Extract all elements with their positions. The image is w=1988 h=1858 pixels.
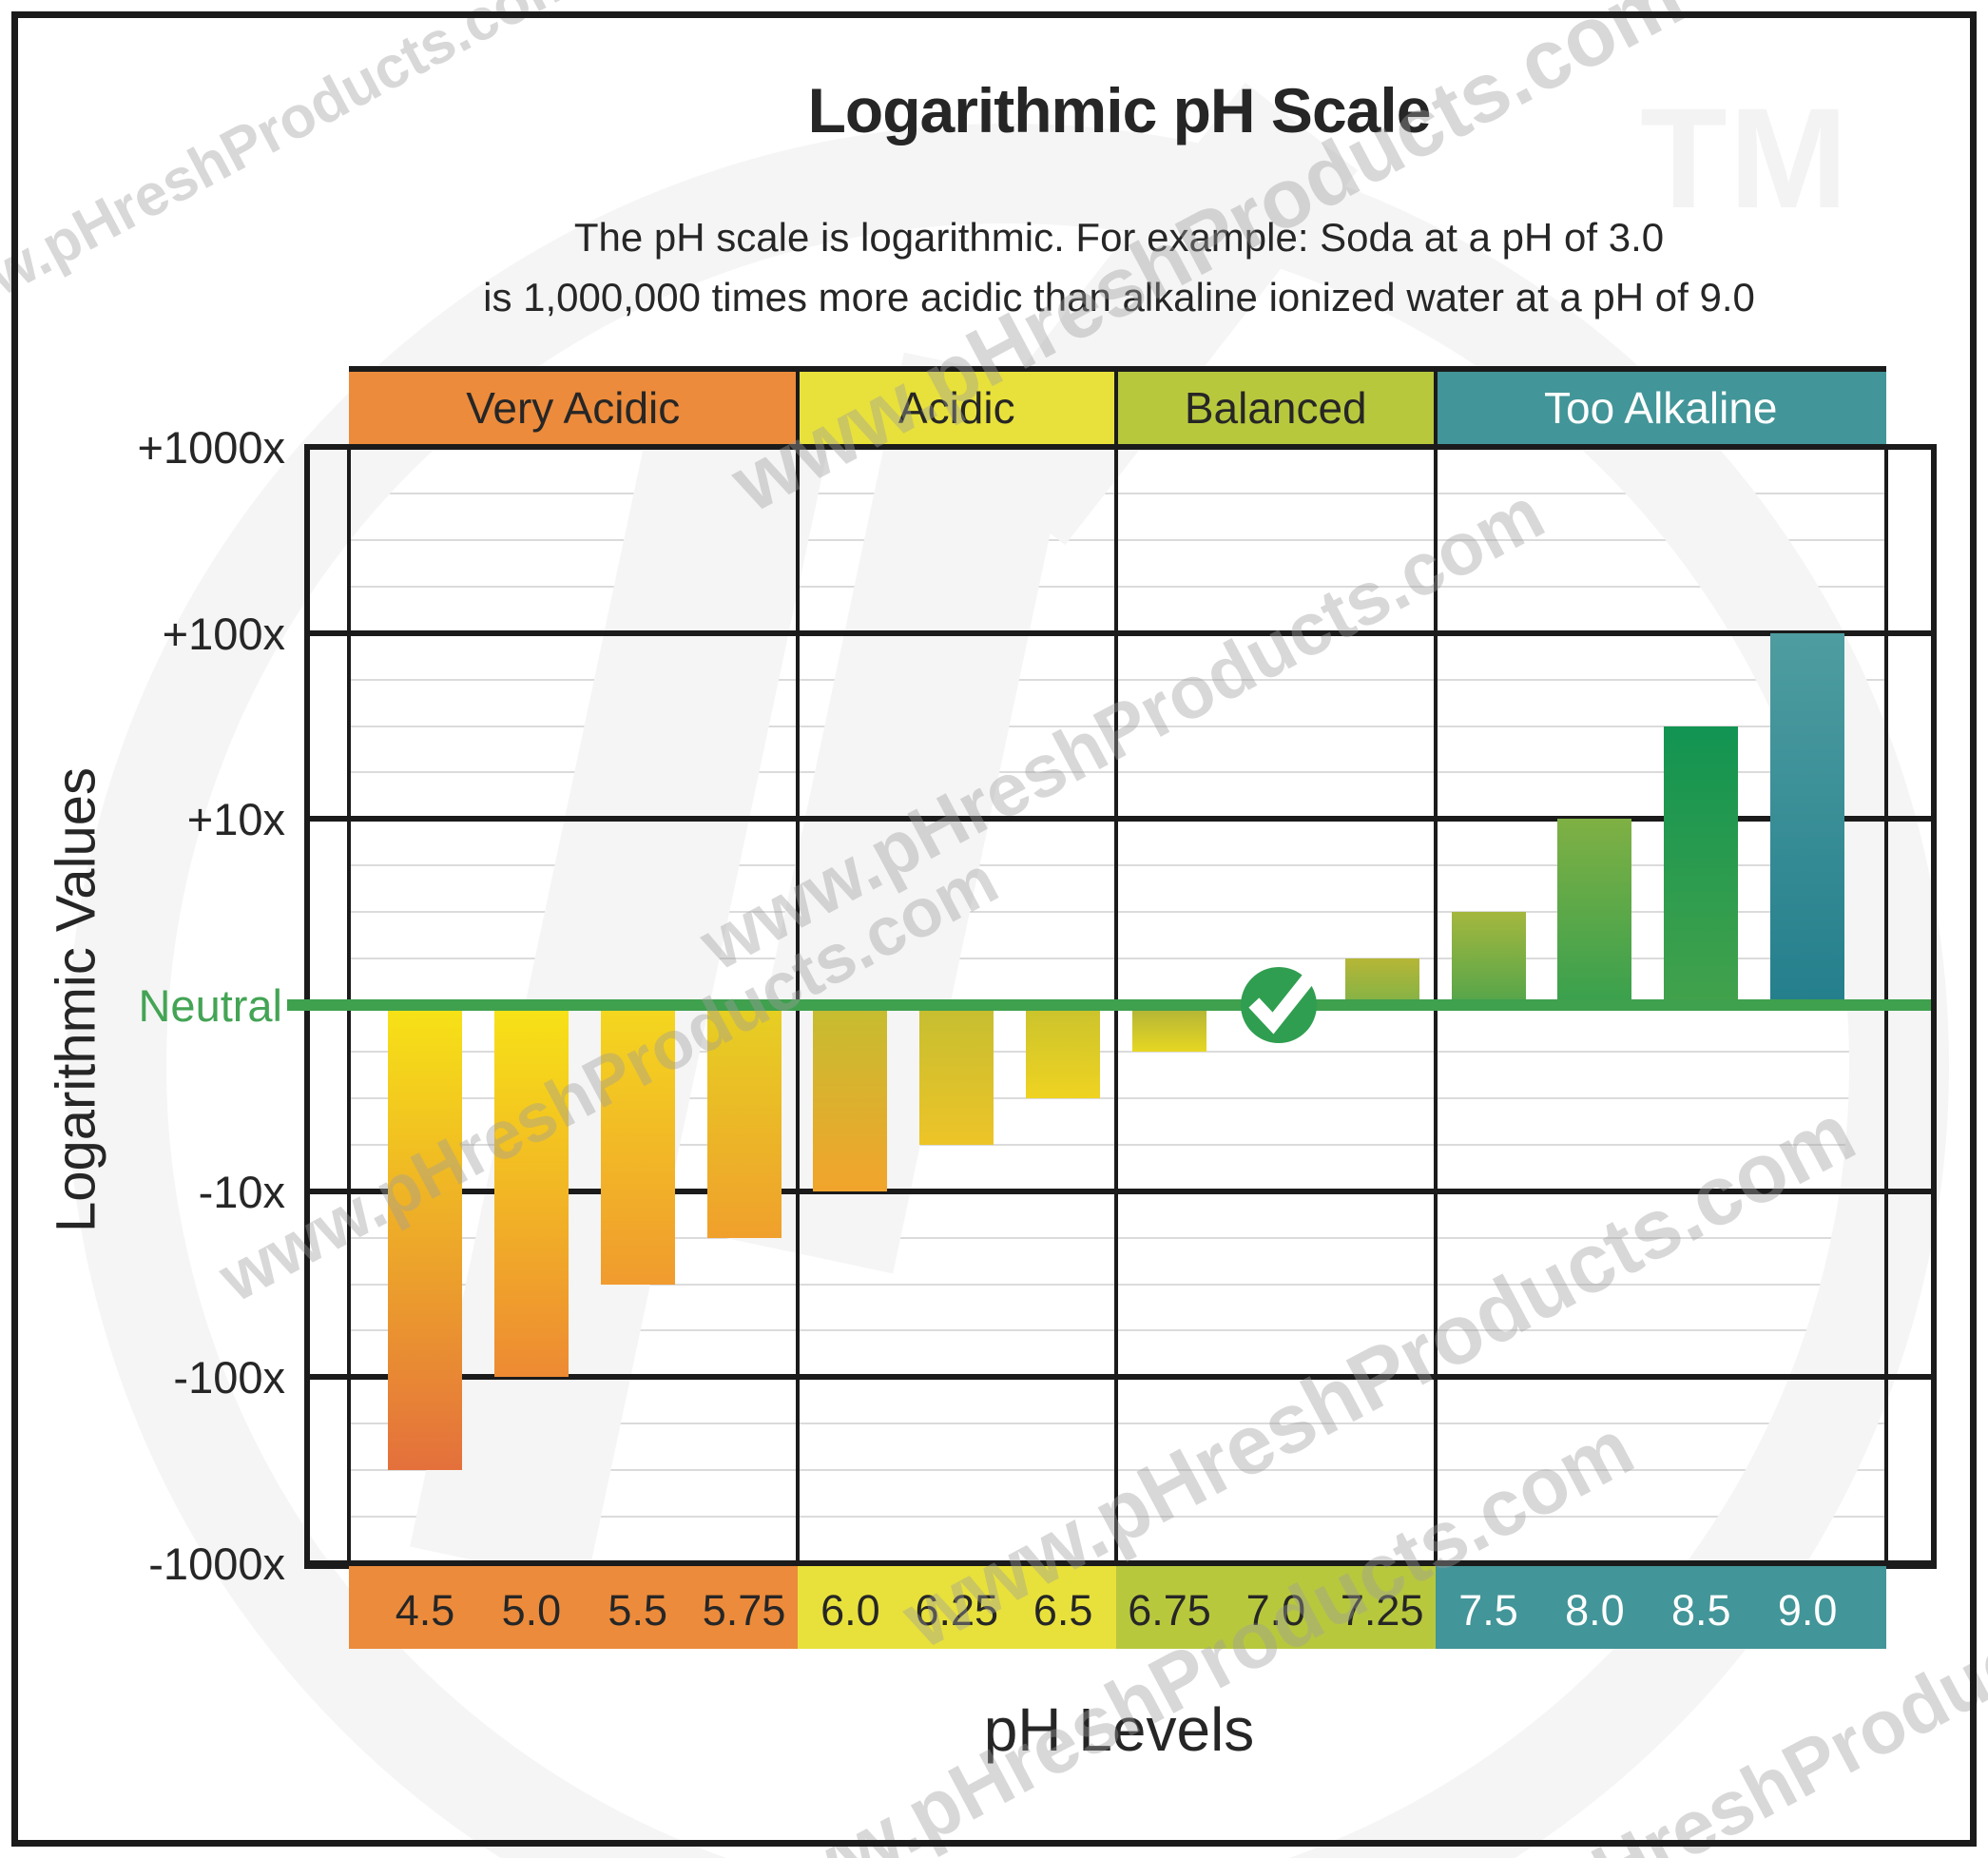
category-footer-band	[349, 1566, 798, 1649]
x-tick-label: 6.75	[1128, 1586, 1211, 1635]
bar-ph-5.5	[600, 1000, 675, 1285]
bar-ph-7.5	[1451, 912, 1526, 1010]
bar-ph-6.25	[919, 1000, 994, 1145]
category-header-balanced: Balanced	[1116, 366, 1436, 444]
check-circle-icon	[1238, 964, 1320, 1051]
subtitle-line-1: The pH scale is logarithmic. For example…	[573, 215, 1665, 260]
y-tick-label: +10x	[186, 794, 285, 845]
category-footer-band	[1435, 1566, 1886, 1649]
x-tick-label: 4.5	[395, 1586, 455, 1635]
bar-ph-5.0	[493, 1000, 569, 1378]
category-header-very-acidic: Very Acidic	[349, 366, 798, 444]
category-header-separator	[1114, 369, 1118, 444]
bar-ph-8.0	[1557, 819, 1632, 1010]
y-tick-label: +100x	[162, 608, 285, 659]
bar-ph-5.75	[706, 1000, 782, 1238]
x-tick-label: 9.0	[1777, 1586, 1838, 1635]
x-tick-label: 6.5	[1033, 1586, 1093, 1635]
x-tick-label: 7.5	[1458, 1586, 1518, 1635]
category-header-acidic: Acidic	[797, 366, 1116, 444]
neutral-line	[287, 999, 1931, 1011]
category-header-label: Acidic	[897, 383, 1015, 433]
major-gridline	[307, 816, 1931, 823]
y-tick-label: +1000x	[137, 422, 285, 473]
x-axis-title: pH Levels	[983, 1695, 1255, 1764]
chart-subtitle: The pH scale is logarithmic. For example…	[212, 207, 1988, 327]
category-footer-band	[797, 1566, 1116, 1649]
major-gridline	[307, 1374, 1931, 1381]
x-tick-label: 5.0	[501, 1586, 562, 1635]
x-tick-label: 7.25	[1340, 1586, 1424, 1635]
chart-title: Logarithmic pH Scale	[807, 75, 1432, 145]
bar-ph-6.5	[1026, 1000, 1101, 1098]
category-header-too-alkaline: Too Alkaline	[1435, 366, 1886, 444]
category-header-separator	[795, 369, 800, 444]
y-axis-title: Logarithmic Values	[45, 767, 107, 1232]
bar-ph-6.0	[813, 1000, 888, 1191]
y-tick-label: -1000x	[148, 1539, 285, 1589]
y-tick-label: -100x	[173, 1352, 285, 1403]
bar-ph-9.0	[1770, 632, 1845, 1010]
x-tick-label: 5.5	[608, 1586, 667, 1635]
subtitle-line-2: is 1,000,000 times more acidic than alka…	[483, 275, 1755, 319]
category-header-label: Very Acidic	[466, 383, 681, 433]
x-tick-label: 6.0	[820, 1586, 880, 1635]
y-tick-label: -10x	[198, 1166, 285, 1217]
bar-ph-4.5	[388, 1000, 462, 1471]
x-tick-label: 8.0	[1565, 1586, 1625, 1635]
neutral-tick-label: Neutral	[138, 980, 282, 1031]
major-gridline	[307, 629, 1931, 636]
major-gridline	[307, 1188, 1931, 1194]
category-footer-band	[1116, 1566, 1436, 1649]
x-tick-label: 6.25	[915, 1586, 999, 1635]
category-header-separator	[1433, 369, 1438, 444]
bar-ph-8.5	[1664, 726, 1739, 1010]
x-tick-label: 8.5	[1671, 1586, 1731, 1635]
x-tick-label: 5.75	[702, 1586, 786, 1635]
x-tick-label: 7.0	[1245, 1586, 1306, 1635]
trademark-text: TM	[1640, 78, 1850, 238]
category-header-label: Too Alkaline	[1544, 383, 1778, 433]
category-header-label: Balanced	[1184, 383, 1367, 433]
